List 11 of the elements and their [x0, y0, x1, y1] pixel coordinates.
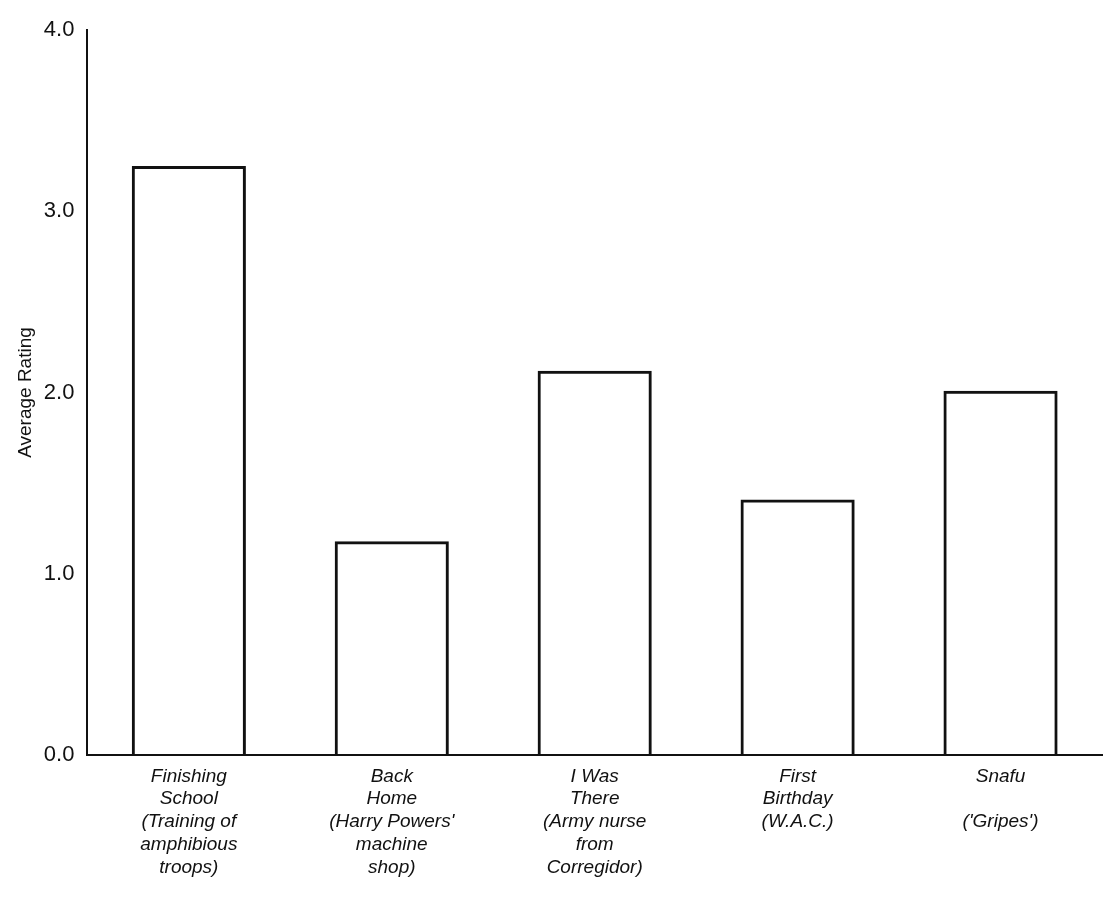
- y-tick-label: 0.0: [43, 741, 75, 767]
- x-tick-label: Finishing School (Training of amphibious troops): [140, 764, 238, 877]
- y-tick-label: 1.0: [43, 559, 75, 585]
- x-tick-label: I Was There (Army nurse from Corregidor): [542, 764, 647, 877]
- y-tick-label: 3.0: [43, 197, 75, 223]
- y-tick-label: 2.0: [43, 378, 75, 404]
- y-tick-label: 4.0: [43, 16, 75, 42]
- category-label: Snafu ('Gripes'): [962, 764, 1039, 832]
- x-tick-label: Back Home (Harry Powers' machine shop): [329, 764, 456, 877]
- y-axis-title: Average Rating: [13, 327, 35, 458]
- x-tick-label: First Birthday (W.A.C.): [761, 764, 834, 832]
